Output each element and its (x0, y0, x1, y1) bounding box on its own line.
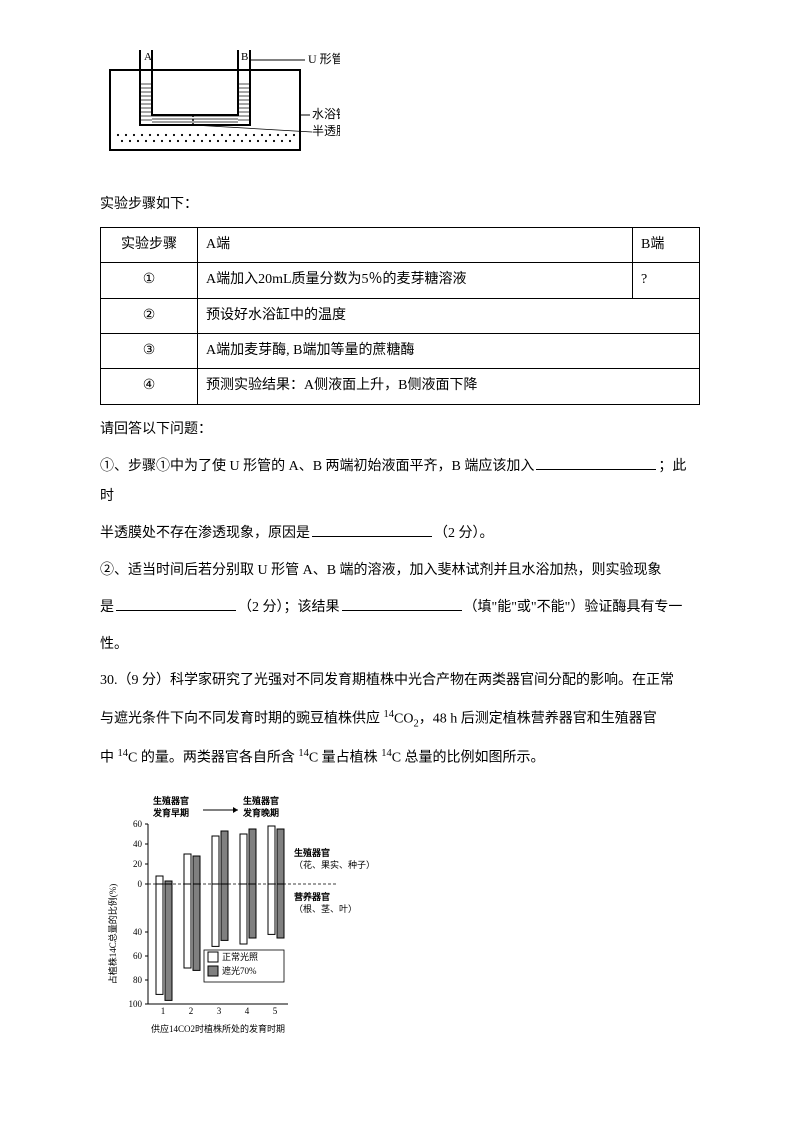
q1-line2a: 半透膜处不存在渗透现象，原因是 (100, 526, 310, 541)
svg-text:0: 0 (138, 879, 143, 889)
sup14-2: 14 (118, 748, 129, 759)
q30-l3a: 中 (100, 750, 118, 765)
blank-icon (312, 522, 432, 537)
row0-a: A端加入20mL质量分数为5％的麦芽糖溶液 (198, 263, 633, 298)
svg-text:营养器官: 营养器官 (294, 891, 330, 902)
svg-text:80: 80 (133, 975, 143, 985)
svg-text:生殖器官: 生殖器官 (294, 847, 330, 858)
q2-line2: 是 （2 分）；该结果 （填"能"或"不能"）验证酶具有专一 (100, 593, 700, 624)
svg-text:（花、果实、种子）: （花、果实、种子） (294, 859, 375, 870)
row1-a: 预设好水浴缸中的温度 (198, 298, 700, 333)
q30-line1: 30.（9 分）科学家研究了光强对不同发育期植株中光合产物在两类器官间分配的影响… (100, 666, 700, 697)
svg-text:2: 2 (189, 1006, 194, 1016)
svg-text:生殖器官: 生殖器官 (153, 795, 189, 806)
q30-l3b: C 的量。两类器官各自所含 (128, 750, 298, 765)
blank-icon (342, 596, 462, 611)
q30-l2a: 与遮光条件下向不同发育时期的豌豆植株供应 (100, 712, 384, 727)
svg-text:占植株14C总量的比例(%): 占植株14C总量的比例(%) (107, 884, 118, 985)
q30-l3c: C 量占植株 (309, 750, 381, 765)
svg-text:60: 60 (133, 819, 143, 829)
svg-text:供应14CO2时植株所处的发育时期: 供应14CO2时植株所处的发育时期 (151, 1023, 285, 1034)
row3-a: 预测实验结果：A侧液面上升，B侧液面下降 (198, 369, 700, 404)
svg-text:60: 60 (133, 951, 143, 961)
q30-l2b: CO (394, 712, 413, 727)
svg-text:发育早期: 发育早期 (152, 807, 189, 818)
svg-text:100: 100 (129, 999, 143, 1009)
svg-text:生殖器官: 生殖器官 (243, 795, 279, 806)
svg-text:5: 5 (273, 1006, 278, 1016)
header-a: A端 (198, 227, 633, 262)
q30-l2c: ，48 h 后测定植株营养器官和生殖器官 (419, 712, 657, 727)
tube-b-label: B (241, 51, 248, 63)
header-step: 实验步骤 (101, 227, 198, 262)
svg-text:3: 3 (217, 1006, 222, 1016)
q2-line2a: 是 (100, 600, 114, 615)
page-root: A B U 形管 水浴锅 半透膜 实验步骤如下： 实验步骤 A端 B端 ① A端… (0, 0, 800, 1132)
svg-text:20: 20 (133, 859, 143, 869)
experiment-steps-table: 实验步骤 A端 B端 ① A端加入20mL质量分数为5％的麦芽糖溶液 ? ② 预… (100, 227, 700, 405)
sup14-4: 14 (381, 748, 392, 759)
steps-intro: 实验步骤如下： (100, 190, 700, 221)
water-bath-label: 水浴锅 (312, 106, 340, 121)
q1-line2: 半透膜处不存在渗透现象，原因是 （2 分）。 (100, 519, 700, 550)
q1-line1: ①、步骤①中为了使 U 形管的 A、B 两端初始液面平齐，B 端应该加入；此时 (100, 452, 700, 514)
svg-text:（根、茎、叶）: （根、茎、叶） (294, 903, 357, 914)
svg-text:发育晚期: 发育晚期 (242, 807, 279, 818)
blank-icon (116, 596, 236, 611)
row2-step: ③ (101, 333, 198, 368)
answer-intro: 请回答以下问题： (100, 415, 700, 446)
q2-line2b: （2 分）；该结果 (238, 600, 340, 615)
table-row: ② 预设好水浴缸中的温度 (101, 298, 700, 333)
sup14-3: 14 (298, 748, 309, 759)
row0-step: ① (101, 263, 198, 298)
header-b: B端 (633, 227, 700, 262)
membrane-label: 半透膜 (312, 124, 340, 138)
q30-line2: 与遮光条件下向不同发育时期的豌豆植株供应 14CO2，48 h 后测定植株营养器… (100, 703, 700, 736)
row2-a: A端加麦芽酶, B端加等量的蔗糖酶 (198, 333, 700, 368)
row0-b: ? (633, 263, 700, 298)
table-row: ③ A端加麦芽酶, B端加等量的蔗糖酶 (101, 333, 700, 368)
q2-line2c: （填"能"或"不能"）验证酶具有专一 (464, 600, 683, 615)
u-bend-diagram: A B U 形管 水浴锅 半透膜 (100, 40, 340, 160)
row1-step: ② (101, 298, 198, 333)
table-row: ① A端加入20mL质量分数为5％的麦芽糖溶液 ? (101, 263, 700, 298)
svg-text:正常光照: 正常光照 (222, 951, 258, 962)
svg-text:4: 4 (245, 1006, 250, 1016)
sup14: 14 (384, 709, 395, 720)
q2-line3: 性。 (100, 630, 700, 661)
svg-text:遮光70%: 遮光70% (222, 965, 257, 976)
row3-step: ④ (101, 369, 198, 404)
q30-line3: 中 14C 的量。两类器官各自所含 14C 量占植株 14C 总量的比例如图所示… (100, 742, 700, 774)
svg-text:1: 1 (161, 1006, 166, 1016)
carbon-distribution-chart: 020406040608010012345生殖器官发育早期生殖器官发育晚期生殖器… (100, 784, 380, 1064)
q1-line2b: （2 分）。 (434, 526, 494, 541)
svg-text:40: 40 (133, 927, 143, 937)
q2-line1: ②、适当时间后若分别取 U 形管 A、B 端的溶液，加入斐林试剂并且水浴加热，则… (100, 556, 700, 587)
u-tube-label: U 形管 (308, 51, 340, 66)
tube-a-label: A (144, 51, 152, 63)
svg-text:40: 40 (133, 839, 143, 849)
q1-part1: ①、步骤①中为了使 U 形管的 A、B 两端初始液面平齐，B 端应该加入 (100, 459, 534, 474)
table-row: 实验步骤 A端 B端 (101, 227, 700, 262)
q30-l3d: C 总量的比例如图所示。 (392, 750, 545, 765)
blank-icon (536, 455, 656, 470)
table-row: ④ 预测实验结果：A侧液面上升，B侧液面下降 (101, 369, 700, 404)
